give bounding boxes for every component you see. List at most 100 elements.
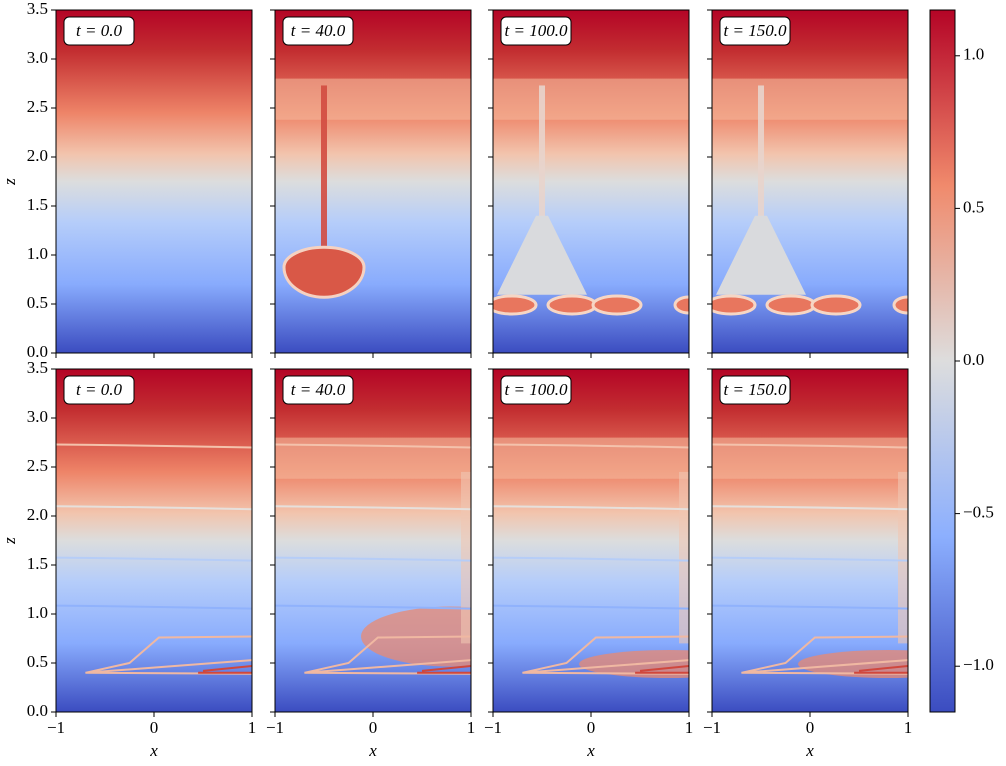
title-box: [500, 375, 572, 405]
y-tick-label: 1.0: [27, 244, 48, 263]
contour: [56, 443, 252, 449]
y-label: z: [0, 178, 19, 186]
y-tick-label: 1.5: [27, 554, 48, 573]
title-box: [719, 16, 791, 46]
colorbar-tick-label: 1.0: [963, 45, 984, 64]
x-label: x: [149, 741, 158, 760]
plume: [539, 85, 545, 292]
plume-stem: [497, 215, 587, 295]
contour: [198, 664, 252, 674]
plume-stem: [716, 215, 806, 295]
y-tick-label: 2.0: [27, 505, 48, 524]
contour: [417, 664, 471, 674]
field: [56, 10, 252, 353]
y-tick-label: 1.0: [27, 603, 48, 622]
y-tick-label: 3.0: [27, 407, 48, 426]
contour: [712, 443, 908, 449]
x-label: x: [586, 741, 595, 760]
mixed-band: [275, 437, 471, 479]
y-tick-label: 1.5: [27, 195, 48, 214]
x-tick-label: 1: [904, 718, 913, 737]
mixed-band: [275, 78, 471, 120]
y-label: z: [0, 537, 19, 545]
panel: [56, 10, 252, 353]
lobe: [892, 295, 908, 315]
thermal: [282, 245, 366, 299]
title-box: [63, 16, 135, 46]
colorbar-tick-label: −0.5: [963, 503, 994, 522]
colorbar-tick-label: −1.0: [963, 655, 994, 674]
y-tick-label: 2.0: [27, 146, 48, 165]
panel-title: t = 0.0: [76, 380, 122, 399]
panel-title: t = 150.0: [724, 21, 787, 40]
contour: [56, 604, 252, 610]
x-tick-label: 1: [248, 718, 257, 737]
mixed-band: [712, 78, 908, 120]
contour: [56, 556, 252, 562]
lobe: [810, 294, 862, 316]
contour: [275, 505, 471, 511]
x-tick-label: 0: [369, 718, 378, 737]
contour: [493, 604, 689, 610]
panel: [712, 369, 908, 712]
panel: [275, 10, 471, 353]
x-tick-label: 0: [150, 718, 159, 737]
contour: [56, 505, 252, 511]
title-box: [500, 16, 572, 46]
lobe: [493, 294, 538, 316]
field: [275, 10, 471, 353]
contour: [493, 505, 689, 511]
y-tick-label: 0.0: [27, 701, 48, 720]
contour: [854, 664, 908, 674]
panel: [493, 369, 689, 712]
panel: [275, 369, 471, 712]
panel: [56, 369, 252, 712]
y-tick-label: 2.5: [27, 456, 48, 475]
panel-title: t = 0.0: [76, 21, 122, 40]
x-tick-label: −1: [47, 718, 65, 737]
y-tick-label: 0.0: [27, 342, 48, 361]
lobe: [765, 294, 817, 316]
field: [712, 10, 908, 353]
mixed-band: [712, 437, 908, 479]
lobe: [591, 294, 643, 316]
y-tick-label: 0.5: [27, 293, 48, 312]
field: [56, 369, 252, 712]
wall-plume: [679, 471, 689, 644]
colorbar-tick-label: 0.0: [963, 350, 984, 369]
lobe: [546, 294, 598, 316]
contour: [635, 664, 689, 674]
x-label: x: [368, 741, 377, 760]
y-tick-label: 2.5: [27, 97, 48, 116]
panel: [493, 10, 689, 353]
colorbar-tick-label: 0.5: [963, 197, 984, 216]
contour: [275, 443, 471, 449]
title-box: [719, 375, 791, 405]
panel-title: t = 150.0: [724, 380, 787, 399]
mixed-band: [493, 78, 689, 120]
lobe: [673, 295, 689, 315]
y-tick-label: 3.5: [27, 358, 48, 377]
contour: [493, 556, 689, 562]
y-tick-label: 0.5: [27, 652, 48, 671]
title-box: [282, 375, 354, 405]
x-label: x: [805, 741, 814, 760]
x-tick-label: 1: [685, 718, 694, 737]
colorbar: [929, 9, 956, 713]
contour: [712, 505, 908, 511]
plume: [758, 85, 764, 292]
y-tick-label: 3.0: [27, 48, 48, 67]
x-tick-label: −1: [484, 718, 502, 737]
x-tick-label: −1: [266, 718, 284, 737]
mixed-band: [493, 437, 689, 479]
panel-title: t = 100.0: [505, 380, 568, 399]
wall-plume: [461, 471, 471, 644]
panel-title: t = 100.0: [505, 21, 568, 40]
field: [493, 10, 689, 353]
panel: [712, 10, 908, 353]
y-tick-label: 3.5: [27, 0, 48, 18]
plume: [321, 85, 327, 292]
x-tick-label: −1: [703, 718, 721, 737]
panel-title: t = 40.0: [291, 21, 346, 40]
